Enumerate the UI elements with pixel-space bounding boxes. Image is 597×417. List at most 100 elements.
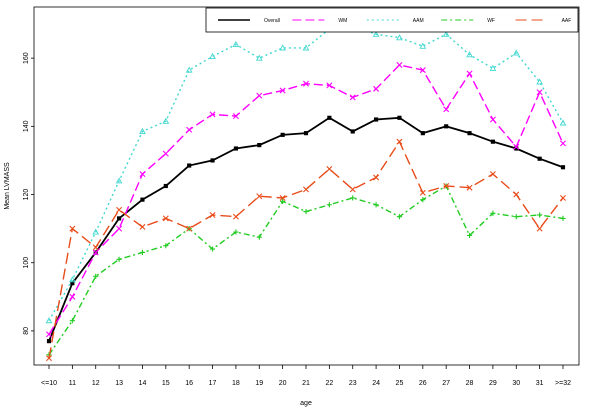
legend-overall-label: Overall — [264, 18, 280, 24]
series-overall-point — [397, 115, 402, 120]
series-overall-point — [537, 156, 542, 161]
series-aaf-point — [513, 191, 520, 198]
series-overall-point — [420, 131, 425, 136]
legend-wf-label: WF — [487, 18, 495, 24]
series-overall-point — [70, 281, 75, 286]
series-aam — [45, 22, 567, 324]
x-tick-label: 20 — [279, 380, 287, 387]
series-aaf-point — [69, 225, 76, 232]
x-tick-label: 25 — [396, 380, 404, 387]
series-aaf-point — [186, 225, 193, 232]
legend-wm-label: WM — [338, 18, 347, 24]
series-aaf-point — [256, 193, 263, 200]
series-aam-point — [162, 117, 170, 124]
series-aaf-point — [116, 206, 123, 213]
series-wf-point — [326, 202, 332, 208]
series-aam-point — [92, 228, 100, 235]
series-aam-point — [536, 78, 544, 85]
series-wm-point — [303, 80, 309, 87]
series-wm-point — [536, 89, 543, 96]
series-overall-point — [233, 146, 238, 151]
series-overall-point — [303, 131, 309, 136]
series-wf-point — [396, 214, 403, 220]
series-aam-point — [255, 54, 263, 61]
y-axis: 80 100 120 140 160 — [23, 52, 34, 335]
series-aaf-point — [560, 194, 566, 201]
series-overall-point — [560, 165, 566, 170]
series-wm-point — [560, 140, 566, 147]
series-overall-point — [327, 115, 332, 120]
series-layer — [45, 22, 567, 362]
x-tick-label: 22 — [325, 380, 333, 387]
series-wf-point — [560, 215, 566, 221]
x-tick-label: 11 — [69, 380, 76, 387]
series-wm-point — [419, 67, 426, 74]
series-wm-point — [466, 70, 473, 77]
series-wf-point — [303, 208, 309, 215]
series-aam-point — [372, 30, 380, 37]
y-tick-label: 120 — [23, 189, 30, 201]
series-wm-point — [513, 143, 520, 150]
series-aaf-point — [419, 189, 426, 196]
series-aaf-point — [303, 186, 309, 193]
series-aam-point — [302, 44, 310, 51]
legend-aam-label: AAM — [413, 18, 424, 24]
series-aaf-point — [279, 194, 286, 201]
series-aam-point — [115, 177, 123, 184]
series-wm-point — [349, 94, 356, 101]
x-tick-label: >=32 — [555, 380, 571, 387]
series-aaf-point — [466, 184, 473, 191]
x-tick-label: 28 — [466, 380, 474, 387]
series-aam-point — [466, 51, 473, 58]
series-aam-point — [232, 40, 240, 48]
series-aaf-point — [396, 138, 403, 145]
series-aam-point — [559, 119, 567, 126]
series-overall-point — [490, 139, 495, 144]
series-overall-point — [257, 143, 262, 148]
x-tick-label: 17 — [209, 380, 217, 387]
series-aaf — [46, 138, 566, 362]
series-aam-point — [139, 127, 146, 134]
y-tick-label: 160 — [23, 52, 30, 64]
x-tick-label: 14 — [139, 380, 147, 387]
series-wm-point — [92, 249, 99, 256]
y-tick-label: 80 — [23, 327, 30, 335]
series-overall-line — [48, 116, 564, 342]
series-wm-point — [326, 82, 333, 89]
y-axis-title: Mean LVMASS — [4, 162, 11, 210]
series-overall-point — [46, 339, 52, 344]
series-aaf-point — [489, 171, 496, 178]
series-aaf-point — [46, 355, 52, 362]
series-overall — [46, 115, 566, 344]
series-wm-point — [162, 150, 169, 157]
series-wm-point — [139, 171, 146, 178]
series-wm-point — [186, 126, 193, 133]
series-overall-point — [117, 216, 122, 221]
x-axis: <=10 11 12 13 14 15 16 17 18 19 20 21 22 23 24 25 26 27 28… — [41, 365, 571, 387]
x-tick-label: 26 — [419, 380, 427, 387]
series-aam-point — [396, 34, 403, 41]
y-tick-label: 100 — [23, 257, 30, 269]
series-aaf-point — [139, 223, 146, 230]
series-wf-point — [233, 229, 239, 235]
series-aam-point — [442, 30, 450, 37]
series-wm-point — [209, 111, 216, 118]
x-tick-label: 13 — [115, 380, 123, 387]
series-overall-point — [444, 124, 449, 129]
series-wm-point — [116, 225, 123, 232]
series-aam-point — [45, 317, 53, 324]
series-wm-point — [69, 293, 76, 300]
legend: Overall WM AAM WF AAF — [205, 7, 579, 33]
series-wf-point — [350, 195, 356, 201]
series-wf-point — [256, 234, 262, 240]
series-overall-point — [374, 117, 379, 122]
series-wm-point — [373, 85, 380, 92]
series-wm-point — [232, 113, 239, 120]
x-tick-label: 23 — [349, 380, 357, 387]
series-wf-point — [209, 246, 216, 252]
series-overall-point — [280, 132, 285, 137]
x-tick-label: 31 — [536, 380, 544, 387]
series-aaf-point — [443, 183, 450, 189]
series-aaf-point — [373, 174, 380, 181]
series-wf-point — [490, 210, 496, 216]
